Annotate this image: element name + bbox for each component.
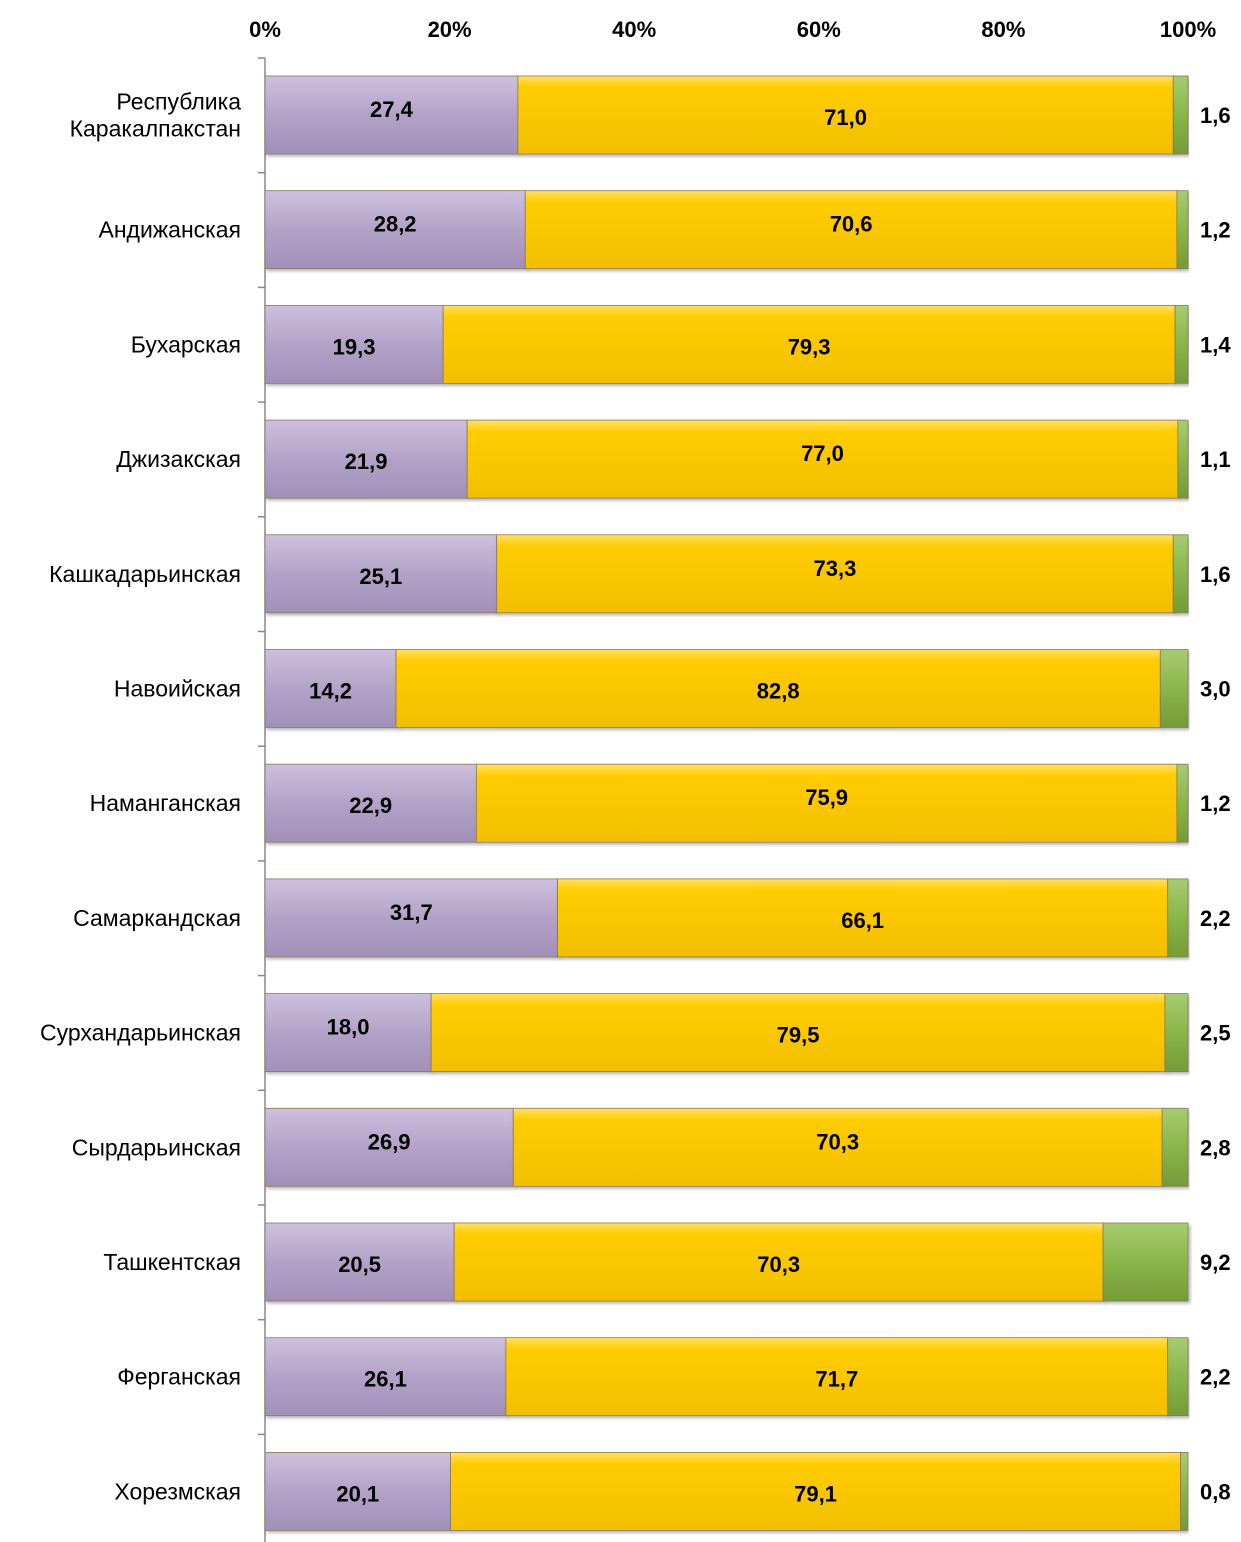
data-label: 18,0 (327, 1015, 370, 1040)
data-label: 26,9 (368, 1129, 411, 1154)
data-label: 9,2 (1200, 1250, 1231, 1275)
bar-segment-2 (1164, 993, 1189, 1072)
data-label: 2,2 (1200, 1365, 1231, 1390)
category-label: Джизакская (116, 446, 241, 472)
data-label: 2,5 (1200, 1021, 1231, 1046)
data-label: 20,5 (338, 1252, 381, 1277)
bar-segment-0 (264, 878, 558, 958)
bar-segment-2 (1172, 75, 1189, 155)
data-label: 1,2 (1200, 791, 1231, 816)
data-label: 3,0 (1200, 677, 1231, 702)
bar-segment-0 (264, 1107, 514, 1187)
category-label: Сурхандарьинская (40, 1020, 241, 1046)
bar-segment-0 (264, 1222, 455, 1302)
category-label: Самаркандская (73, 905, 241, 931)
data-label: 71,7 (815, 1367, 858, 1392)
data-label: 79,3 (788, 334, 831, 359)
category-label: Бухарская (131, 331, 241, 357)
bar-segment-0 (264, 1337, 507, 1417)
data-label: 2,2 (1200, 906, 1231, 931)
category-label: Навоийская (114, 676, 241, 702)
category-label: Хорезмская (114, 1478, 241, 1504)
category-label: Ташкентская (103, 1249, 241, 1275)
bar-segment-1 (524, 190, 1178, 270)
bar-segment-2 (1172, 534, 1189, 614)
data-label: 31,7 (390, 900, 433, 925)
data-labels: 27,4 71,0 1,6 28,2 70,6 1,2 19,3 79,3 1,4 21,9 77,… (309, 97, 1231, 1506)
data-label: 27,4 (370, 97, 414, 122)
bar-segment-1 (395, 649, 1161, 728)
bar-segment-0 (264, 649, 397, 728)
bar-segment-2 (1174, 304, 1189, 384)
data-label: 1,6 (1200, 103, 1231, 128)
bar-segment-2 (1176, 190, 1189, 270)
category-label: Республика (116, 89, 241, 115)
bar-segment-0 (264, 75, 519, 155)
data-label: 70,3 (816, 1129, 859, 1154)
data-label: 79,5 (777, 1023, 820, 1048)
bar-segment-2 (1167, 1337, 1189, 1417)
data-label: 1,4 (1200, 332, 1231, 357)
data-label: 66,1 (841, 908, 884, 933)
category-label: Каракалпакстан (70, 116, 241, 142)
bar-segment-1 (430, 993, 1166, 1072)
bars (264, 75, 1189, 1531)
data-label: 70,6 (830, 212, 873, 237)
bar-segment-1 (453, 1222, 1104, 1302)
data-label: 82,8 (757, 679, 800, 704)
bar-segment-2 (1102, 1222, 1189, 1302)
category-label: Андижанская (98, 217, 241, 243)
bar-segment-1 (450, 1452, 1182, 1531)
x-tick-label: 60% (797, 17, 841, 42)
bar-segment-2 (1161, 1107, 1189, 1187)
data-label: 75,9 (805, 785, 848, 810)
data-label: 1,6 (1200, 562, 1231, 587)
bar-segment-2 (1176, 763, 1189, 843)
data-label: 79,1 (794, 1481, 837, 1506)
data-label: 21,9 (345, 449, 388, 474)
bar-segment-0 (264, 993, 432, 1072)
data-label: 26,1 (364, 1367, 407, 1392)
x-tick-label: 20% (428, 17, 472, 42)
data-label: 70,3 (757, 1252, 800, 1277)
data-label: 0,8 (1200, 1479, 1231, 1504)
data-label: 77,0 (801, 441, 844, 466)
data-label: 25,1 (359, 564, 402, 589)
data-label: 1,1 (1200, 447, 1231, 472)
data-label: 20,1 (336, 1481, 379, 1506)
x-tick-label: 80% (981, 17, 1025, 42)
bar-segment-1 (466, 419, 1179, 499)
data-label: 1,2 (1200, 218, 1231, 243)
category-label: Наманганская (90, 790, 241, 816)
data-label: 22,9 (349, 793, 392, 818)
data-label: 19,3 (333, 334, 376, 359)
bar-segment-0 (264, 304, 444, 384)
bar-segment-2 (1167, 878, 1189, 958)
bar-segment-2 (1159, 649, 1189, 728)
category-label: Сырдарьинская (72, 1134, 241, 1160)
data-label: 28,2 (374, 212, 417, 237)
bar-segment-0 (264, 190, 526, 270)
bar-segment-1 (517, 75, 1174, 155)
bar-segment-0 (264, 419, 468, 499)
data-label: 14,2 (309, 679, 352, 704)
bar-segment-1 (505, 1337, 1169, 1417)
data-label: 71,0 (824, 105, 867, 130)
bar-segment-0 (264, 1452, 451, 1531)
bar-segment-2 (1177, 419, 1189, 499)
x-tick-label: 0% (249, 17, 281, 42)
category-label: Кашкадарьинская (49, 561, 241, 587)
category-label: Ферганская (117, 1364, 241, 1390)
bar-segment-1 (475, 763, 1178, 843)
bar-segment-1 (512, 1107, 1163, 1187)
bar-segment-2 (1180, 1452, 1189, 1531)
x-tick-label: 100% (1160, 17, 1216, 42)
x-tick-label: 40% (612, 17, 656, 42)
bar-segment-1 (442, 304, 1176, 384)
data-label: 2,8 (1200, 1135, 1231, 1160)
data-label: 73,3 (814, 556, 857, 581)
